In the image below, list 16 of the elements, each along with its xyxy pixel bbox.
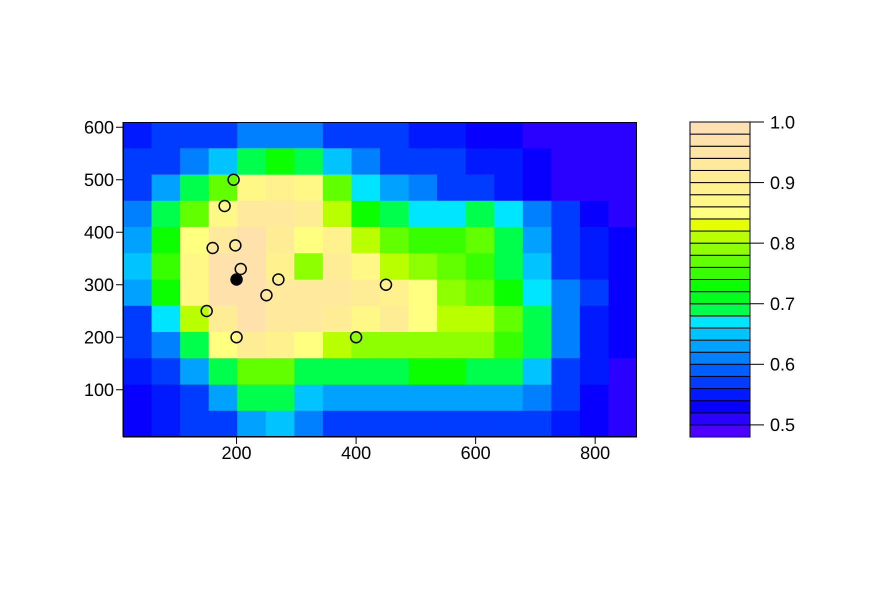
y-tick-label: 300 [84,275,114,296]
y-tick-label: 500 [84,170,114,190]
color-bar-label: 0.8 [770,233,796,254]
y-tick-label: 200 [84,328,114,348]
x-tick-label: 400 [341,442,372,463]
color-bar-label: 0.6 [770,354,796,375]
y-tick-label: 400 [84,222,114,243]
color-bar-label: 1.0 [770,112,796,132]
color-bar-label: 0.9 [770,172,796,193]
x-tick-label: 800 [580,442,610,463]
y-tick-label: 100 [84,380,114,400]
y-tick-label: 600 [84,118,114,138]
x-tick-label: 600 [460,442,491,463]
color-bar-label: 0.5 [770,415,796,436]
color-bar-label: 0.7 [770,294,796,314]
x-tick-label: 200 [222,442,252,463]
